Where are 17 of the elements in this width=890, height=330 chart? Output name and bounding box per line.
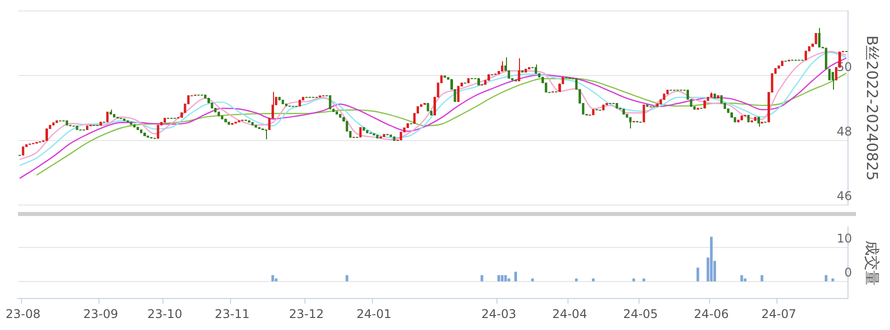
x-tick-label: 23-10 bbox=[147, 306, 182, 321]
y-axis-title: B丝2022-20240825 bbox=[863, 35, 882, 181]
x-tick-label: 24-01 bbox=[356, 306, 392, 321]
y-tick-label: 48 bbox=[836, 124, 852, 138]
x-tick-label: 23-08 bbox=[6, 306, 40, 321]
x-tick-label: 24-07 bbox=[761, 306, 796, 321]
x-tick-label: 23-09 bbox=[83, 306, 118, 321]
x-tick-label: 23-11 bbox=[214, 306, 250, 321]
x-tick-label: 24-04 bbox=[552, 306, 588, 321]
x-tick-label: 23-12 bbox=[289, 306, 324, 321]
y-tick-label: 0 bbox=[844, 266, 852, 280]
y-axis-title: 成交量 bbox=[863, 240, 882, 286]
x-tick-label: 24-05 bbox=[623, 306, 658, 321]
y-tick-label: 10 bbox=[836, 232, 852, 246]
x-tick-label: 24-06 bbox=[694, 306, 729, 321]
x-tick-label: 24-03 bbox=[481, 306, 516, 321]
y-tick-label: 46 bbox=[836, 188, 852, 203]
